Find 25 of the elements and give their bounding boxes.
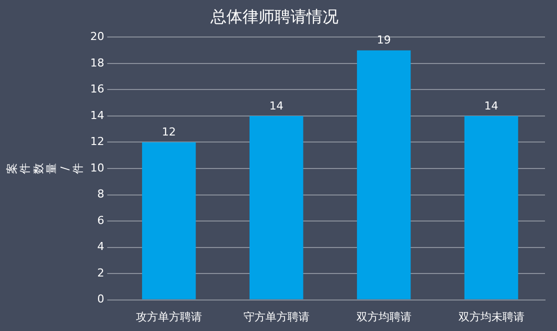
data-label: 14	[484, 99, 498, 112]
chart-title: 总体律师聘请情况	[210, 6, 338, 26]
y-tick-label: 12	[90, 135, 104, 148]
x-tick-label: 守方单方聘请	[243, 310, 310, 324]
bar	[142, 142, 196, 300]
data-label: 19	[376, 34, 391, 47]
x-tick-label: 双方均未聘请	[458, 310, 524, 324]
y-tick-label: 14	[90, 108, 104, 122]
x-tick-label: 双方均聘请	[356, 310, 412, 324]
y-axis-title: 案件数量/件	[5, 163, 84, 174]
x-tick-label: 攻方单方聘请	[136, 310, 202, 324]
y-tick-label: 2	[97, 266, 104, 280]
y-tick-label: 18	[90, 56, 104, 70]
y-tick-label: 20	[90, 30, 104, 44]
y-tick-label: 0	[97, 292, 104, 306]
y-tick-label: 10	[90, 161, 104, 174]
bar	[464, 116, 518, 300]
data-label: 14	[269, 99, 284, 112]
bar	[250, 116, 304, 300]
y-tick-label: 6	[97, 214, 104, 227]
y-tick-label: 16	[90, 82, 104, 96]
y-tick-label: 4	[97, 240, 104, 254]
data-label: 12	[162, 126, 176, 139]
bar	[356, 50, 411, 300]
y-tick-label: 8	[97, 188, 104, 201]
